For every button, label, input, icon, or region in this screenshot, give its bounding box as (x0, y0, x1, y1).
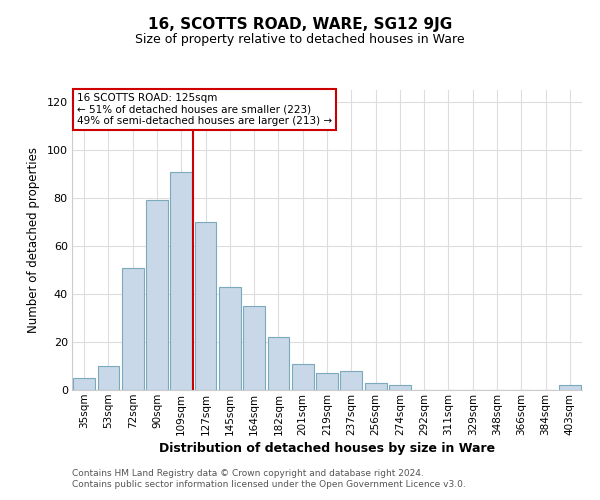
Bar (243, 306, 265, 390)
Text: Contains HM Land Registry data © Crown copyright and database right 2024.: Contains HM Land Registry data © Crown c… (72, 468, 424, 477)
Bar (365, 383, 386, 390)
Y-axis label: Number of detached properties: Number of detached properties (27, 147, 40, 333)
Bar (146, 200, 168, 390)
Bar (97, 366, 119, 390)
Bar (219, 287, 241, 390)
Bar (316, 373, 338, 390)
Bar (268, 337, 289, 390)
Bar (389, 385, 411, 390)
Bar (170, 172, 192, 390)
Bar (122, 268, 143, 390)
Text: Size of property relative to detached houses in Ware: Size of property relative to detached ho… (135, 32, 465, 46)
Bar (194, 222, 217, 390)
Bar (73, 378, 95, 390)
Bar (292, 364, 314, 390)
Text: 16, SCOTTS ROAD, WARE, SG12 9JG: 16, SCOTTS ROAD, WARE, SG12 9JG (148, 18, 452, 32)
Text: Contains public sector information licensed under the Open Government Licence v3: Contains public sector information licen… (72, 480, 466, 489)
Bar (559, 385, 581, 390)
X-axis label: Distribution of detached houses by size in Ware: Distribution of detached houses by size … (159, 442, 495, 455)
Text: 16 SCOTTS ROAD: 125sqm
← 51% of detached houses are smaller (223)
49% of semi-de: 16 SCOTTS ROAD: 125sqm ← 51% of detached… (77, 93, 332, 126)
Bar (340, 371, 362, 390)
